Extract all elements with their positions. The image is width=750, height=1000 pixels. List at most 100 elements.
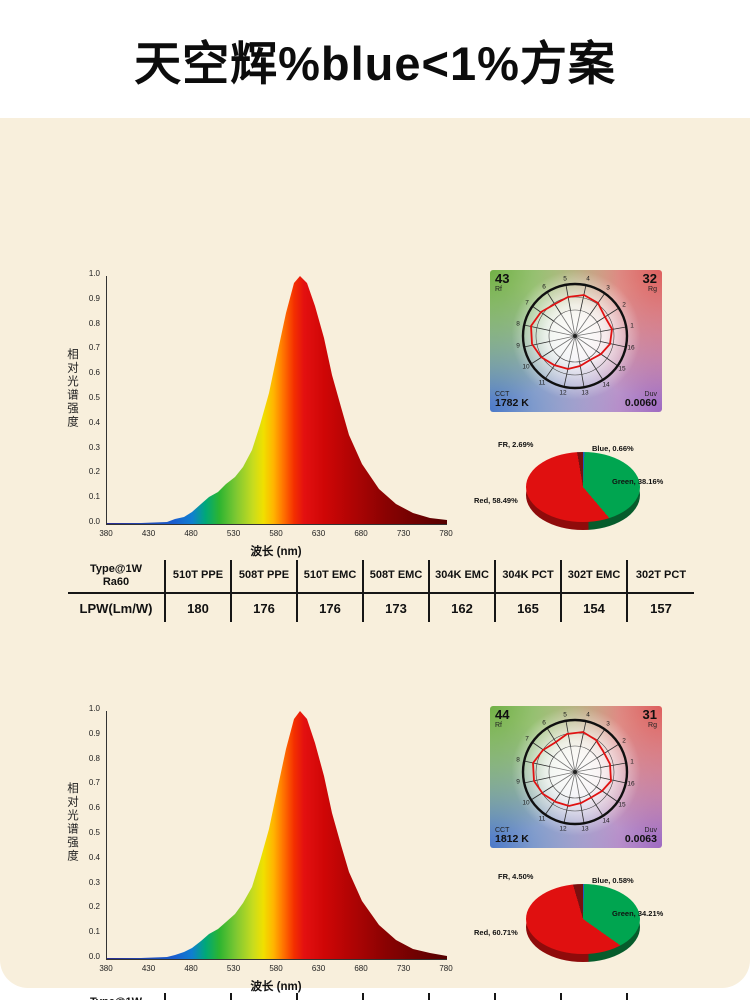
cri-ring-number: 6 [542, 720, 546, 727]
cri-ring-number: 3 [606, 721, 610, 728]
y-tick-label: 0.0 [88, 951, 100, 961]
spd2-y-axis-title: 相对光谱强度 [66, 782, 78, 863]
pie-label-red: Red, 60.71% [474, 928, 518, 937]
lpw-table-ra60: Type@1W Ra60 510T PPE 508T PPE 510T EMC … [68, 560, 694, 622]
duv-value: 0.0063 [624, 833, 657, 846]
x-tick-label: 630 [311, 529, 326, 538]
spd2-x-axis-title: 波长 (nm) [250, 981, 302, 993]
page-header: 天空辉%blue<1%方案 [0, 0, 750, 118]
pie-chart-ra70: FR, 4.50% Blue, 0.58% Green, 34.21% Red,… [468, 862, 698, 974]
y-tick-label: 0.4 [88, 417, 100, 427]
rf-label: Rf [495, 721, 502, 729]
y-tick-label: 0.1 [88, 492, 100, 502]
cri-ring-number: 5 [563, 712, 567, 719]
x-tick-label: 680 [354, 964, 368, 973]
spd1-plot-area [106, 276, 447, 525]
cri-outer-ring [521, 282, 629, 390]
y-tick-label: 0.7 [88, 343, 100, 353]
cct-value: 1812 K [495, 833, 529, 846]
x-tick-label: 730 [396, 529, 411, 538]
pie-disc [526, 884, 640, 954]
cri-center-dot [573, 334, 577, 338]
rg-value: 32 [642, 271, 657, 286]
cri-ring-number: 7 [525, 736, 529, 743]
spd1-x-axis-title: 波长 (nm) [250, 546, 302, 558]
table-corner-cell: Type@1W Ra70 [68, 993, 166, 1000]
spd2-plot-area [106, 711, 447, 960]
cri-chart-ra60: 1 2 3 4 5 6 7 8 9 10 11 12 13 14 15 16 4… [490, 270, 662, 412]
cri-ring-number: 9 [516, 343, 520, 350]
lpw-table-ra70: Type@1W Ra70 510T PPE 508T PPE 510T EMC … [68, 993, 694, 1000]
y-tick-label: 0.6 [88, 803, 100, 813]
cri-ring-number: 6 [542, 284, 546, 291]
y-tick-label: 0.1 [88, 927, 100, 937]
cri-outer-ring [521, 718, 629, 826]
table-corner-cell: Type@1W Ra60 [68, 560, 166, 594]
table-header-cell: 510T EMC [298, 560, 364, 594]
table-header-cell: 302T PCT [628, 560, 694, 594]
table-type-label: Type@1W [89, 562, 143, 575]
y-tick-label: 1.0 [88, 269, 100, 278]
table-type-label: Type@1W [90, 996, 142, 1000]
y-tick-label: 0.0 [88, 516, 100, 526]
x-tick-label: 630 [311, 964, 326, 973]
rg-block: 32 Rg [643, 272, 657, 293]
spd1-y-ticks: 1.0 0.9 0.8 0.7 0.6 0.5 0.4 0.3 0.2 0.1 … [58, 270, 100, 526]
table-value-cell: 154 [562, 594, 628, 622]
table-value-cell: 157 [650, 600, 672, 616]
pie-chart-ra60: FR, 2.69% Blue, 0.66% Green, 38.16% Red,… [468, 430, 698, 542]
table-header-cell: 510T EMC [298, 993, 364, 1000]
cri-ring-number: 11 [539, 380, 546, 387]
pie-label-green: Green, 38.16% [612, 477, 664, 486]
rf-label: Rf [495, 285, 502, 293]
spd2-x-ticks: 380 430 480 530 580 630 680 730 780 [99, 964, 452, 974]
cri1-svg: 1 2 3 4 5 6 7 8 9 10 11 12 13 14 15 16 [516, 276, 635, 397]
spd1-x-ticks: 380 430 480 530 580 630 680 730 780 [99, 529, 452, 539]
pie-label-blue: Blue, 0.58% [592, 876, 634, 885]
spd2-y-ticks: 1.0 0.9 0.8 0.7 0.6 0.5 0.4 0.3 0.2 0.1 … [58, 705, 100, 961]
y-tick-label: 0.7 [88, 778, 100, 788]
table-value-cell: 165 [496, 594, 562, 622]
cri-polygon [532, 731, 612, 807]
table-header-cell: 508T EMC [364, 993, 430, 1000]
spd-chart-ra60: 1.0 0.9 0.8 0.7 0.6 0.5 0.4 0.3 0.2 0.1 … [58, 266, 453, 559]
cri-ring-number: 13 [581, 390, 589, 397]
cri-ring-number: 2 [622, 302, 626, 309]
y-tick-label: 0.5 [88, 392, 100, 402]
x-tick-label: 380 [99, 964, 113, 973]
x-tick-label: 380 [99, 529, 113, 538]
spd1-svg [107, 276, 447, 524]
y-tick-label: 1.0 [88, 704, 100, 713]
table-header-cell: 302T PCT [628, 993, 694, 1000]
y-tick-label: 0.8 [88, 318, 100, 328]
cri-center-dot [573, 770, 577, 774]
rf-block: 43 Rf [495, 272, 509, 293]
pie-disc [526, 452, 640, 522]
x-tick-label: 430 [141, 529, 156, 538]
cct-label: CCT [495, 826, 510, 834]
cri-ring-number: 3 [606, 285, 610, 292]
table-header-cell: 304K EMC [430, 560, 496, 594]
x-tick-label: 480 [184, 529, 198, 538]
cri-ring-number: 2 [622, 738, 626, 745]
table-header-cell: 302T EMC [562, 560, 628, 594]
cri-ring-number: 8 [516, 321, 520, 328]
x-tick-label: 580 [269, 964, 283, 973]
y-tick-label: 0.4 [88, 852, 100, 862]
x-tick-label: 780 [439, 529, 453, 538]
cri-ring-number: 10 [522, 364, 530, 371]
table-value-cell: 180 [166, 594, 232, 622]
cri-ring-number: 15 [618, 802, 626, 809]
rg-label: Rg [648, 721, 657, 729]
cri2-svg: 1 2 3 4 5 6 7 8 9 10 11 12 13 14 15 16 [516, 712, 635, 833]
table-header-cell: 302T EMC [562, 993, 628, 1000]
rf-value: 43 [495, 271, 510, 286]
y-tick-label: 0.8 [88, 753, 100, 763]
cri-chart-ra70: 1 2 3 4 5 6 7 8 9 10 11 12 13 14 15 16 4… [490, 706, 662, 848]
cri-ring-number: 16 [627, 345, 635, 352]
duv-label: Duv [644, 826, 657, 834]
rf-value: 44 [495, 707, 510, 722]
table-header-cell: 508T PPE [232, 560, 298, 594]
cri-ring-number: 14 [602, 818, 610, 825]
pie-label-green: Green, 34.21% [612, 909, 664, 918]
